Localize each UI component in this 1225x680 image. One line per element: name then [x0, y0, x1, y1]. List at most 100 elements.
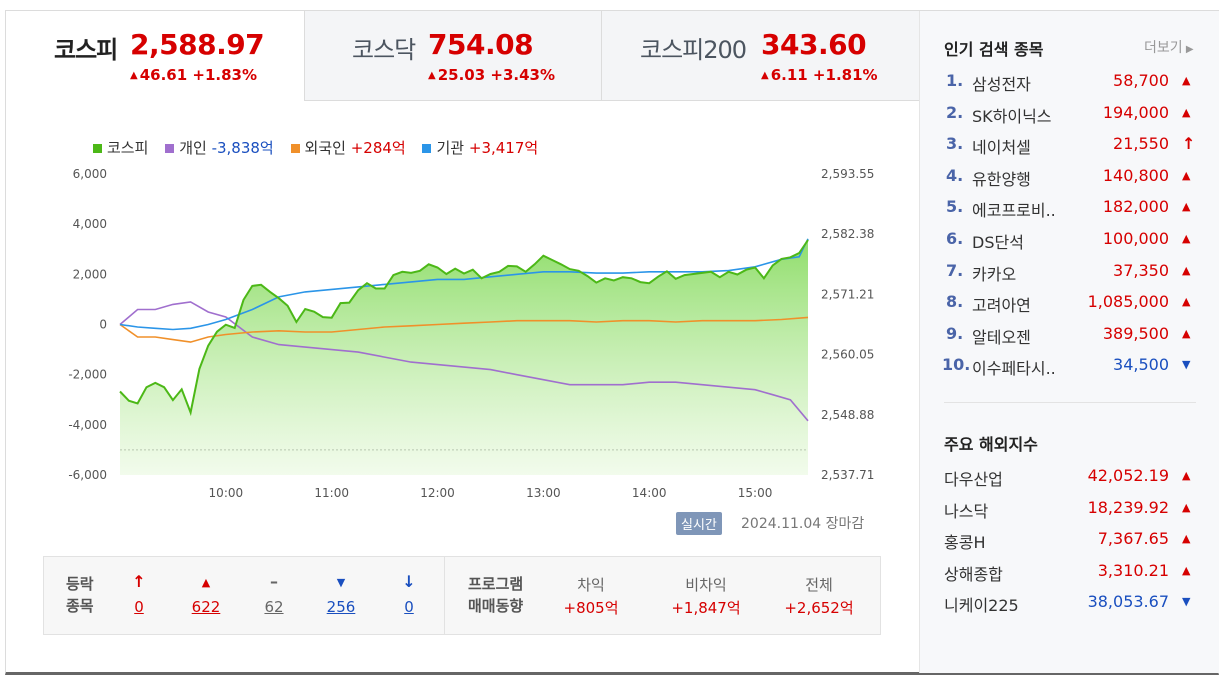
- index-value: 38,053.67: [1087, 592, 1169, 612]
- overseas-item[interactable]: 홍콩H 7,367.65 ▲: [920, 529, 1219, 560]
- y-left-tick-label: 0: [99, 318, 107, 332]
- more-text: 더보기: [1144, 40, 1183, 56]
- right-panel: 인기 검색 종목 더보기 ▶ 1. 삼성전자 58,700 ▲ 2. SK하이닉스 194,…: [919, 11, 1219, 673]
- stock-price: 37,350: [1113, 260, 1169, 280]
- legend-institution[interactable]: 기관 +3,417억: [422, 139, 538, 157]
- rank: 5.: [946, 197, 964, 217]
- program-nonarbitrage-value: +1,847억: [671, 599, 741, 617]
- program-arbitrage-header: 차익: [577, 576, 605, 594]
- popular-item[interactable]: 9. 알테오젠 389,500 ▲: [920, 324, 1219, 355]
- index-name: 상해종합: [944, 564, 1003, 584]
- popular-item[interactable]: 2. SK하이닉스 194,000 ▲: [920, 103, 1219, 134]
- x-tick-label: 12:00: [420, 486, 455, 500]
- overseas-item[interactable]: 니케이225 38,053.67 ▼: [920, 592, 1219, 623]
- program-label: 프로그램 매매동향: [468, 573, 523, 617]
- index-name: 니케이225: [944, 596, 1019, 616]
- up-icon: ▲: [201, 576, 211, 589]
- rank: 10.: [942, 355, 971, 375]
- rank: 8.: [946, 292, 964, 312]
- legend-value: +284억: [350, 139, 406, 157]
- kospi-investor-chart: 6,000 4,000 2,000 0 -2,000 -4,000 -6,000 2,593.…: [68, 167, 874, 500]
- tab-change: ▲ 25.03 +3.43%: [428, 66, 555, 84]
- popular-item[interactable]: 10. 이수페타시.. 34,500 ▼: [920, 355, 1219, 386]
- stock-name: 알테오젠: [972, 327, 1031, 347]
- rank: 2.: [946, 102, 964, 122]
- rank: 6.: [946, 229, 964, 248]
- overseas-item[interactable]: 나스닥 18,239.92 ▲: [920, 498, 1219, 529]
- axis-ticks: 6,000 4,000 2,000 0 -2,000 -4,000 -6,000 2,593.…: [68, 167, 874, 500]
- up-triangle-icon: ▲: [1182, 563, 1191, 577]
- y-right-tick-label: 2,537.71: [821, 468, 874, 482]
- down-triangle-icon: ▼: [1182, 358, 1191, 372]
- up-triangle-icon: ▲: [428, 70, 436, 81]
- lower-limit-icon: ↓: [402, 572, 416, 591]
- popular-item[interactable]: 3. 네이처셀 21,550 ↑: [920, 134, 1219, 165]
- more-link[interactable]: 더보기 ▶: [1144, 37, 1194, 57]
- overseas-title: 주요 해외지수: [944, 435, 1038, 454]
- flat-count[interactable]: 62: [264, 598, 284, 616]
- popular-item[interactable]: 8. 고려아연 1,085,000 ▲: [920, 292, 1219, 323]
- popular-item[interactable]: 4. 유한양행 140,800 ▲: [920, 166, 1219, 197]
- popular-item[interactable]: 5. 에코프로비.. 182,000 ▲: [920, 197, 1219, 228]
- stock-name: SK하이닉스: [972, 106, 1052, 126]
- popular-item[interactable]: 7. 카카오 37,350 ▲: [920, 261, 1219, 292]
- tab-name: 코스닥: [352, 36, 416, 64]
- overseas-item[interactable]: 다우산업 42,052.19 ▲: [920, 466, 1219, 497]
- rank: 1.: [946, 71, 964, 90]
- legend-individual[interactable]: 개인 -3,838억: [165, 139, 274, 157]
- x-tick-label: 11:00: [314, 486, 349, 500]
- up-triangle-icon: ▲: [1182, 295, 1191, 309]
- program-arbitrage-value: +805억: [563, 599, 619, 617]
- series-lines: [119, 238, 809, 422]
- legend-value: +3,417억: [468, 139, 539, 157]
- up-triangle-icon: ▲: [1182, 74, 1191, 87]
- up-triangle-icon: ▲: [130, 70, 138, 81]
- popular-item[interactable]: 6. DS단석 100,000 ▲: [920, 229, 1219, 260]
- legend-label: 기관: [436, 139, 465, 157]
- lower-limit-count[interactable]: 0: [404, 598, 414, 616]
- stock-price: 1,085,000: [1087, 292, 1169, 312]
- tab-kosdaq[interactable]: 코스닥 754.08 ▲ 25.03 +3.43%: [304, 11, 601, 101]
- program-total-value: +2,652억: [784, 599, 854, 617]
- y-left-tick-label: -4,000: [68, 418, 107, 432]
- flat-icon: –: [270, 572, 278, 591]
- y-right-tick-label: 2,548.88: [821, 408, 874, 422]
- kospi-area-fill: [120, 240, 808, 475]
- up-triangle-icon: ▲: [1182, 326, 1191, 340]
- tab-change-text: 46.61 +1.83%: [139, 66, 257, 84]
- stock-price: 34,500: [1113, 355, 1169, 375]
- program-label-line2: 매매동향: [468, 597, 524, 615]
- tab-value: 754.08: [428, 28, 534, 61]
- tab-change-text: 25.03 +3.43%: [437, 66, 555, 84]
- up-triangle-icon: ▲: [1182, 532, 1191, 546]
- tab-kospi200[interactable]: 코스피200 343.60 ▲ 6.11 +1.81%: [601, 11, 919, 101]
- legend-swatch: [93, 144, 102, 153]
- breadth-label: 등락 종목: [66, 573, 94, 617]
- index-value: 18,239.92: [1087, 497, 1169, 517]
- legend-label: 개인: [179, 139, 207, 157]
- legend-label: 외국인: [304, 139, 346, 157]
- tab-kospi[interactable]: 코스피 2,588.97 ▲ 46.61 +1.83%: [6, 11, 304, 101]
- upper-limit-count[interactable]: 0: [134, 598, 144, 616]
- legend-label: 코스피: [107, 139, 149, 157]
- legend-foreign[interactable]: 외국인 +284억: [290, 139, 406, 157]
- up-count[interactable]: 622: [191, 598, 221, 616]
- x-tick-label: 15:00: [738, 486, 773, 500]
- overseas-item[interactable]: 상해종합 3,310.21 ▲: [920, 561, 1219, 592]
- index-name: 홍콩H: [944, 533, 986, 553]
- tab-change: ▲ 46.61 +1.83%: [130, 66, 257, 84]
- realtime-badge[interactable]: 실시간: [676, 512, 722, 535]
- y-left-tick-label: 6,000: [73, 167, 107, 181]
- y-left-tick-label: 2,000: [73, 267, 107, 281]
- stock-name: 에코프로비..: [972, 201, 1056, 221]
- index-value: 7,367.65: [1097, 529, 1169, 549]
- down-count[interactable]: 256: [326, 598, 356, 616]
- popular-item[interactable]: 1. 삼성전자 58,700 ▲: [920, 71, 1219, 102]
- date-text: 2024.11.04: [741, 516, 822, 532]
- stock-price: 58,700: [1113, 71, 1169, 90]
- legend-kospi[interactable]: 코스피: [93, 139, 148, 157]
- stock-name: DS단석: [972, 233, 1024, 252]
- popular-title: 인기 검색 종목: [944, 40, 1044, 59]
- upper-limit-icon: ↑: [1182, 134, 1196, 154]
- tab-name: 코스피200: [640, 36, 747, 64]
